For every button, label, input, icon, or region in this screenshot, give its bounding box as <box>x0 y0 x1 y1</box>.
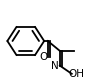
Text: O: O <box>40 52 48 62</box>
Text: N: N <box>51 61 59 71</box>
Text: OH: OH <box>69 69 85 79</box>
